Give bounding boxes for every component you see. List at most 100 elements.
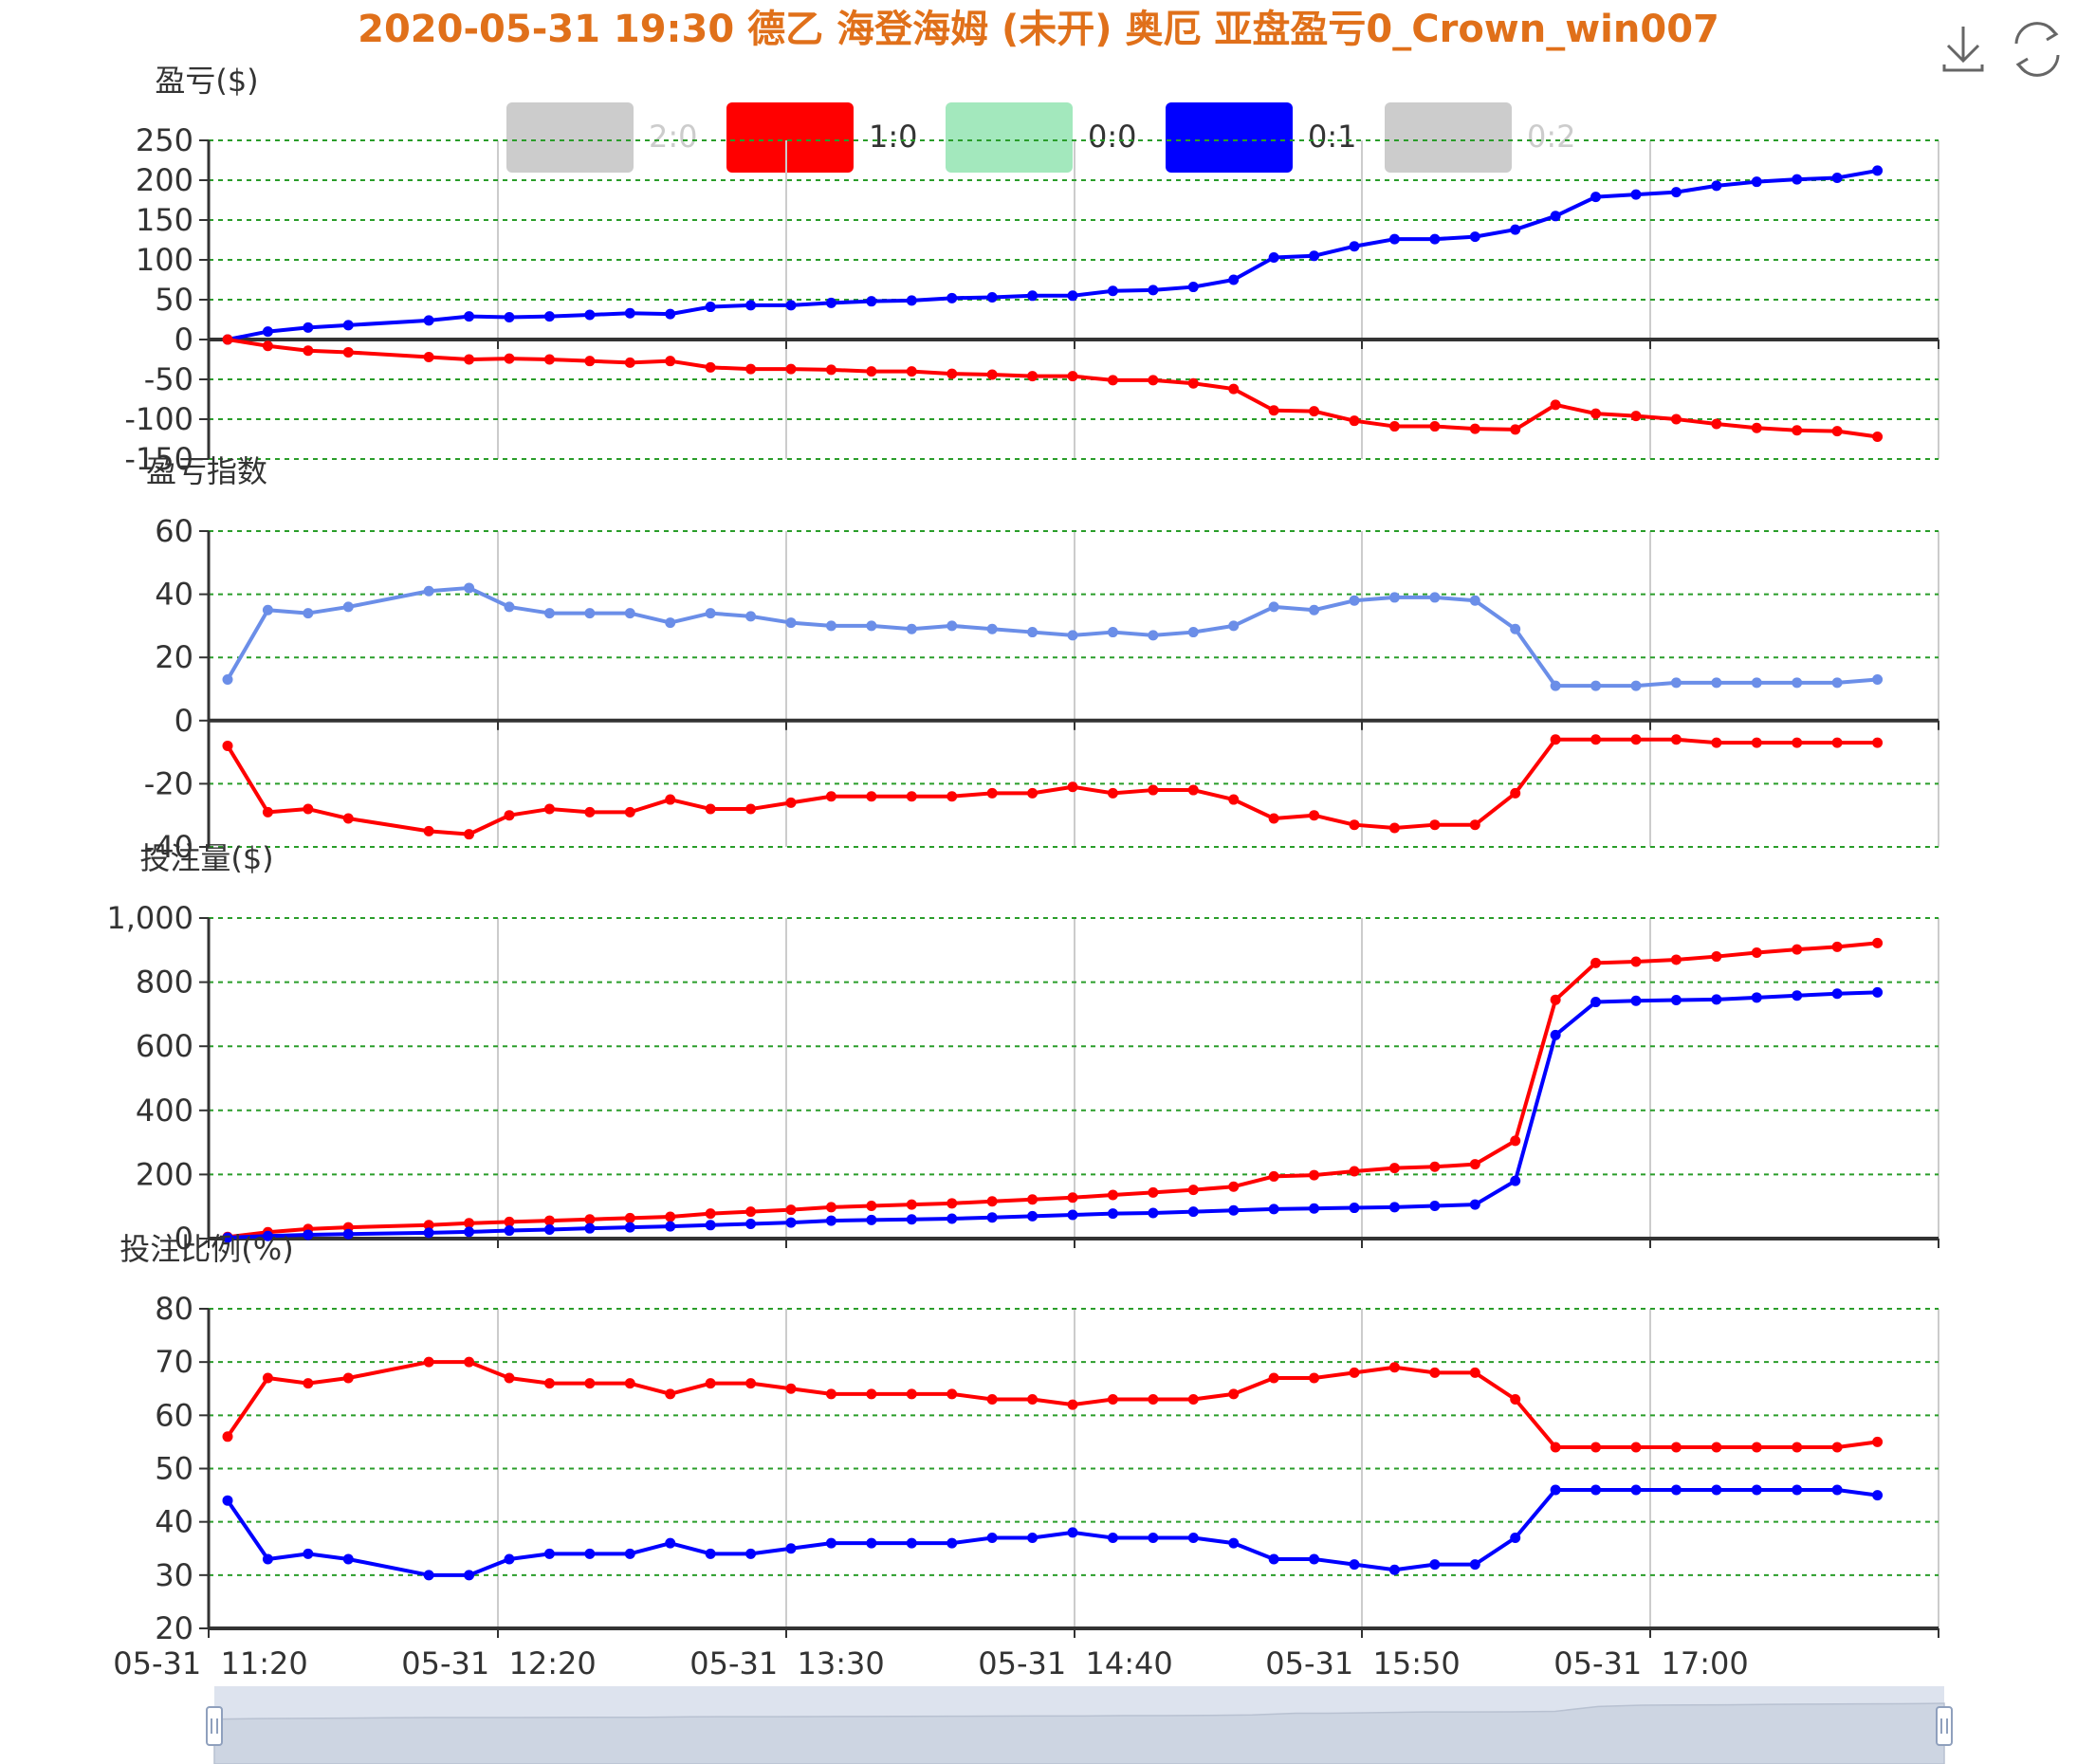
data-point[interactable]: [1388, 233, 1400, 245]
data-point[interactable]: [866, 620, 877, 632]
data-point[interactable]: [1510, 787, 1521, 799]
data-point[interactable]: [342, 1372, 354, 1384]
data-point[interactable]: [1469, 1559, 1480, 1571]
data-point[interactable]: [1590, 734, 1602, 745]
data-point[interactable]: [986, 369, 998, 380]
data-point[interactable]: [1107, 1189, 1118, 1201]
data-point[interactable]: [1148, 630, 1159, 641]
data-zoom-slider[interactable]: [206, 1686, 1953, 1764]
data-point[interactable]: [624, 1378, 635, 1389]
data-point[interactable]: [705, 302, 716, 313]
data-point[interactable]: [947, 620, 958, 632]
data-point[interactable]: [464, 1356, 475, 1368]
data-point[interactable]: [825, 1215, 836, 1226]
data-point[interactable]: [1349, 1166, 1360, 1177]
data-point[interactable]: [543, 311, 555, 322]
data-point[interactable]: [1751, 737, 1762, 748]
data-point[interactable]: [1751, 176, 1762, 188]
data-point[interactable]: [1107, 627, 1118, 638]
data-point[interactable]: [745, 1206, 757, 1218]
data-point[interactable]: [1630, 956, 1642, 967]
data-point[interactable]: [1831, 1484, 1843, 1496]
data-point[interactable]: [1107, 1533, 1118, 1544]
data-point[interactable]: [785, 1383, 797, 1394]
data-point[interactable]: [866, 296, 877, 307]
data-point[interactable]: [1228, 620, 1240, 632]
data-point[interactable]: [705, 1378, 716, 1389]
data-point[interactable]: [1792, 1484, 1803, 1496]
data-point[interactable]: [1027, 1194, 1038, 1205]
data-point[interactable]: [504, 353, 515, 364]
data-point[interactable]: [1711, 418, 1722, 430]
data-point[interactable]: [1590, 997, 1602, 1008]
data-point[interactable]: [1751, 677, 1762, 689]
data-point[interactable]: [1349, 241, 1360, 252]
data-point[interactable]: [584, 608, 596, 619]
data-point[interactable]: [665, 308, 676, 320]
data-point[interactable]: [1187, 377, 1199, 389]
data-point[interactable]: [705, 803, 716, 815]
data-point[interactable]: [504, 1372, 515, 1384]
data-point[interactable]: [1148, 375, 1159, 386]
data-point[interactable]: [1268, 1170, 1279, 1182]
data-point[interactable]: [464, 1570, 475, 1581]
data-point[interactable]: [1670, 954, 1682, 965]
data-point[interactable]: [1309, 1169, 1320, 1181]
data-point[interactable]: [705, 1548, 716, 1559]
data-point[interactable]: [1228, 1388, 1240, 1400]
data-point[interactable]: [1429, 1161, 1441, 1172]
data-point[interactable]: [1510, 1533, 1521, 1544]
data-point[interactable]: [1228, 1204, 1240, 1216]
data-point[interactable]: [1469, 595, 1480, 606]
data-point[interactable]: [1792, 425, 1803, 436]
data-point[interactable]: [1792, 944, 1803, 955]
data-point[interactable]: [1550, 1484, 1561, 1496]
data-point[interactable]: [222, 740, 233, 751]
data-point[interactable]: [1872, 165, 1884, 176]
data-point[interactable]: [866, 366, 877, 377]
data-point[interactable]: [262, 604, 273, 616]
data-point[interactable]: [423, 1227, 434, 1239]
data-point[interactable]: [1107, 787, 1118, 799]
data-point[interactable]: [785, 617, 797, 629]
data-point[interactable]: [1349, 1203, 1360, 1214]
datazoom-handle-left[interactable]: [206, 1706, 223, 1746]
data-point[interactable]: [262, 326, 273, 338]
data-point[interactable]: [1148, 1207, 1159, 1219]
data-point[interactable]: [1711, 1442, 1722, 1453]
data-point[interactable]: [1831, 1442, 1843, 1453]
data-point[interactable]: [464, 582, 475, 594]
data-point[interactable]: [1067, 1527, 1078, 1538]
data-point[interactable]: [1872, 737, 1884, 748]
data-point[interactable]: [1388, 421, 1400, 432]
data-point[interactable]: [262, 1372, 273, 1384]
data-point[interactable]: [1670, 1442, 1682, 1453]
data-point[interactable]: [584, 806, 596, 818]
data-point[interactable]: [1388, 1362, 1400, 1373]
data-point[interactable]: [464, 1226, 475, 1238]
data-point[interactable]: [866, 791, 877, 802]
data-point[interactable]: [705, 608, 716, 619]
download-icon[interactable]: [1942, 27, 1984, 72]
data-point[interactable]: [1429, 1367, 1441, 1378]
data-point[interactable]: [947, 292, 958, 303]
data-point[interactable]: [1429, 819, 1441, 831]
data-point[interactable]: [1831, 172, 1843, 183]
data-point[interactable]: [624, 357, 635, 368]
data-point[interactable]: [1711, 677, 1722, 689]
data-point[interactable]: [866, 1537, 877, 1549]
data-point[interactable]: [1388, 1202, 1400, 1213]
data-point[interactable]: [423, 1220, 434, 1231]
data-point[interactable]: [222, 1232, 233, 1243]
data-point[interactable]: [825, 364, 836, 376]
data-point[interactable]: [866, 1201, 877, 1212]
data-point[interactable]: [745, 1218, 757, 1229]
data-point[interactable]: [1027, 787, 1038, 799]
data-point[interactable]: [1187, 627, 1199, 638]
data-point[interactable]: [624, 1548, 635, 1559]
data-point[interactable]: [1268, 405, 1279, 416]
data-point[interactable]: [1751, 1484, 1762, 1496]
data-point[interactable]: [423, 351, 434, 362]
data-point[interactable]: [262, 1553, 273, 1565]
data-point[interactable]: [1872, 674, 1884, 686]
